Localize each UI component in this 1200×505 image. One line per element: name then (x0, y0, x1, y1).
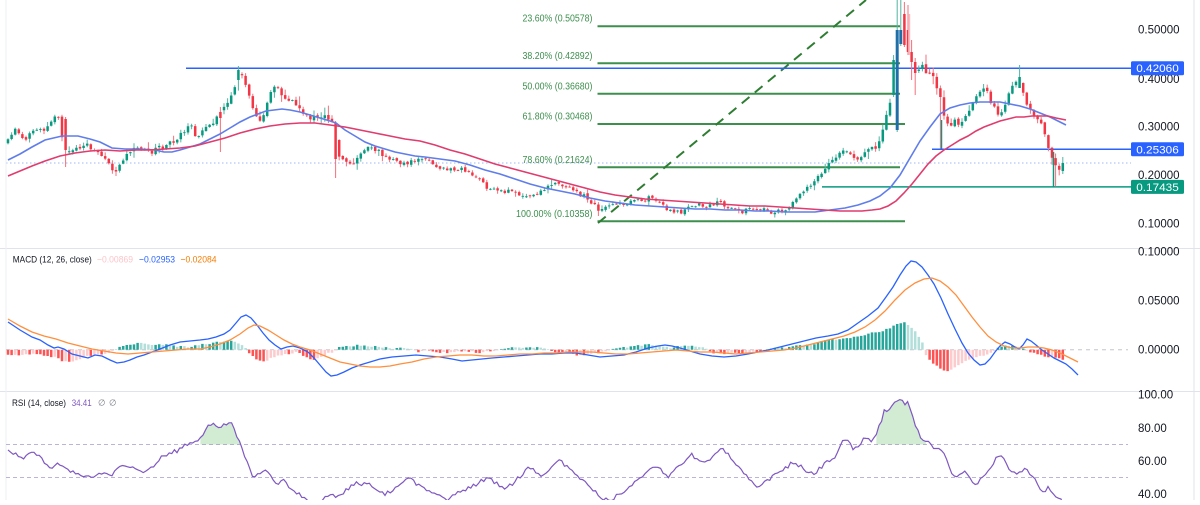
svg-text:23.60% (0.50578): 23.60% (0.50578) (523, 14, 593, 25)
svg-text:0.42060: 0.42060 (1136, 63, 1179, 75)
svg-text:80.00: 80.00 (1138, 423, 1167, 435)
svg-text:RSI (14, close): RSI (14, close) (12, 398, 66, 409)
svg-text:0.10000: 0.10000 (1138, 218, 1180, 230)
svg-text:100.00: 100.00 (1138, 390, 1173, 402)
svg-text:∅: ∅ (109, 398, 117, 408)
svg-text:0.05000: 0.05000 (1138, 296, 1180, 308)
svg-text:38.20% (0.42892): 38.20% (0.42892) (523, 51, 593, 62)
svg-text:0.25306: 0.25306 (1136, 144, 1179, 156)
svg-text:60.00: 60.00 (1138, 456, 1167, 468)
svg-text:0.17435: 0.17435 (1136, 182, 1179, 194)
svg-text:34.41: 34.41 (72, 398, 92, 409)
svg-text:−0.00869: −0.00869 (97, 255, 133, 266)
svg-text:61.80% (0.30468): 61.80% (0.30468) (523, 112, 593, 123)
svg-text:0.50000: 0.50000 (1138, 25, 1180, 37)
svg-text:0.10000: 0.10000 (1138, 247, 1180, 259)
svg-text:−0.02084: −0.02084 (181, 255, 217, 266)
svg-text:0.40000: 0.40000 (1138, 74, 1180, 86)
svg-text:0.20000: 0.20000 (1138, 170, 1180, 182)
svg-text:78.60% (0.21624): 78.60% (0.21624) (523, 155, 593, 166)
svg-text:100.00% (0.10358): 100.00% (0.10358) (516, 209, 593, 220)
svg-text:0.30000: 0.30000 (1138, 122, 1180, 134)
svg-text:0.00000: 0.00000 (1138, 345, 1180, 357)
svg-text:−0.02953: −0.02953 (139, 255, 175, 266)
svg-text:∅: ∅ (98, 398, 106, 408)
svg-text:MACD (12, 26, close): MACD (12, 26, close) (13, 255, 92, 266)
svg-text:50.00% (0.36680): 50.00% (0.36680) (523, 81, 593, 92)
svg-text:40.00: 40.00 (1138, 489, 1167, 500)
